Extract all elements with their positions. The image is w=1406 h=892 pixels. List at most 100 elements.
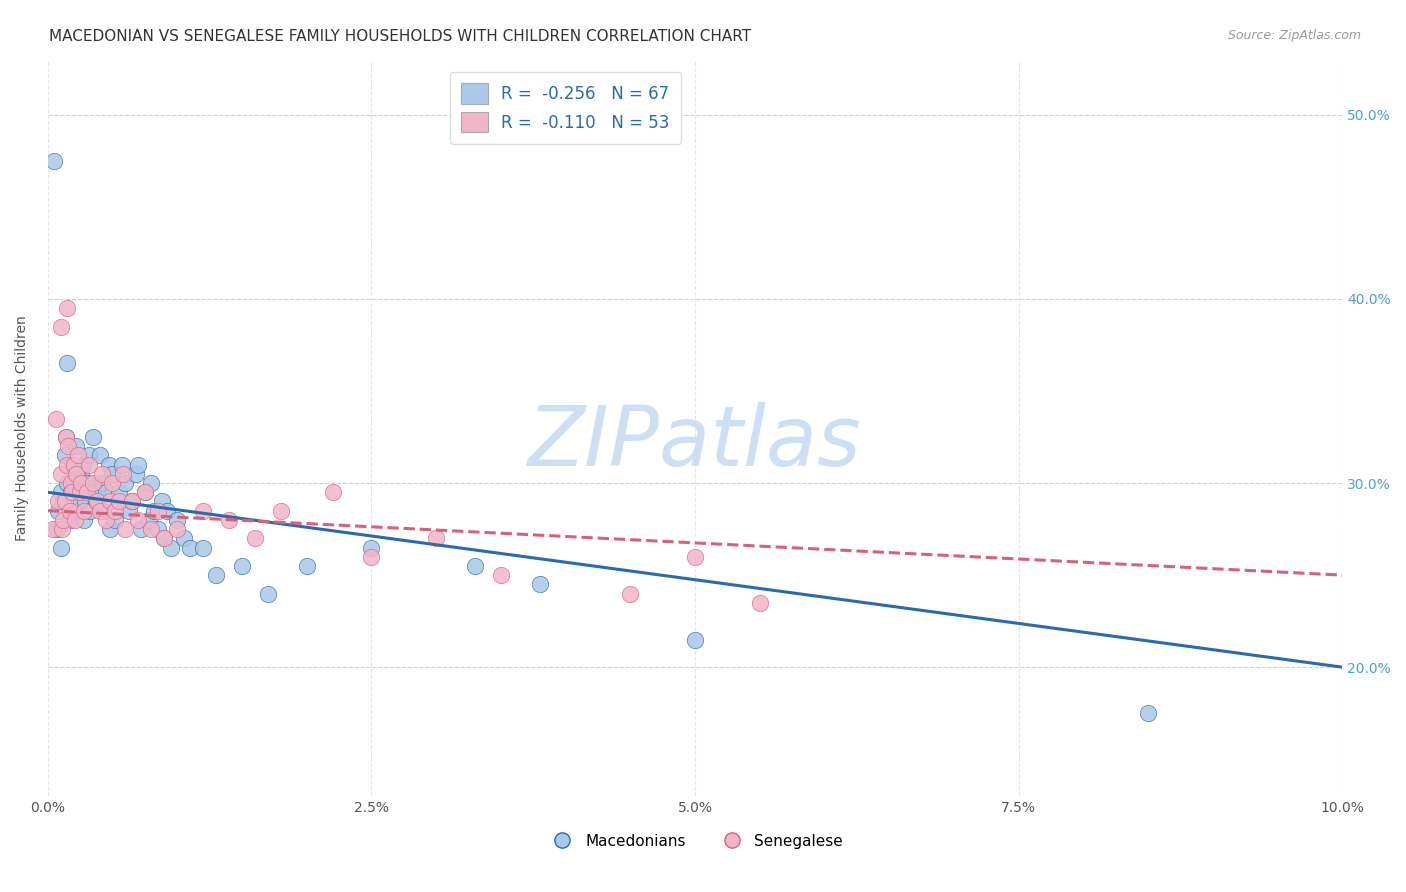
- Point: [121, 494, 143, 508]
- Point: [108, 494, 131, 508]
- Point: [56, 458, 79, 472]
- Point: [69, 485, 91, 500]
- Point: [179, 541, 201, 555]
- Point: [218, 513, 240, 527]
- Point: [77, 449, 100, 463]
- Point: [425, 531, 447, 545]
- Point: [489, 568, 512, 582]
- Point: [683, 549, 706, 564]
- Point: [52, 494, 75, 508]
- Point: [46, 494, 69, 508]
- Point: [66, 449, 89, 463]
- Point: [42, 522, 65, 536]
- Point: [104, 513, 127, 527]
- Point: [191, 541, 214, 555]
- Y-axis label: Family Households with Children: Family Households with Children: [15, 315, 30, 541]
- Point: [62, 476, 84, 491]
- Point: [360, 549, 382, 564]
- Point: [153, 531, 176, 545]
- Text: Source: ZipAtlas.com: Source: ZipAtlas.com: [1227, 29, 1361, 42]
- Point: [683, 632, 706, 647]
- Point: [76, 485, 98, 500]
- Point: [166, 522, 188, 536]
- Point: [84, 494, 107, 508]
- Point: [89, 504, 111, 518]
- Point: [166, 513, 188, 527]
- Point: [62, 458, 84, 472]
- Point: [56, 301, 79, 315]
- Point: [619, 586, 641, 600]
- Point: [51, 522, 73, 536]
- Point: [91, 476, 114, 491]
- Point: [138, 513, 160, 527]
- Point: [134, 485, 156, 500]
- Point: [56, 356, 79, 370]
- Point: [70, 476, 93, 491]
- Point: [141, 476, 163, 491]
- Point: [134, 485, 156, 500]
- Point: [45, 522, 67, 536]
- Point: [76, 476, 98, 491]
- Point: [156, 504, 179, 518]
- Point: [94, 513, 117, 527]
- Point: [93, 504, 115, 518]
- Point: [72, 458, 94, 472]
- Point: [153, 531, 176, 545]
- Point: [56, 476, 79, 491]
- Point: [121, 494, 143, 508]
- Point: [125, 467, 148, 481]
- Text: ZIPatlas: ZIPatlas: [529, 402, 862, 483]
- Point: [91, 467, 114, 481]
- Point: [60, 485, 83, 500]
- Point: [94, 485, 117, 500]
- Point: [98, 522, 121, 536]
- Point: [146, 504, 169, 518]
- Point: [529, 577, 551, 591]
- Point: [58, 439, 80, 453]
- Point: [141, 522, 163, 536]
- Point: [146, 522, 169, 536]
- Point: [322, 485, 344, 500]
- Point: [114, 476, 136, 491]
- Point: [86, 485, 108, 500]
- Point: [464, 558, 486, 573]
- Point: [150, 494, 173, 508]
- Point: [82, 430, 104, 444]
- Point: [75, 494, 97, 508]
- Point: [114, 522, 136, 536]
- Point: [142, 504, 165, 518]
- Point: [52, 513, 75, 527]
- Text: MACEDONIAN VS SENEGALESE FAMILY HOUSEHOLDS WITH CHILDREN CORRELATION CHART: MACEDONIAN VS SENEGALESE FAMILY HOUSEHOL…: [49, 29, 751, 44]
- Point: [256, 586, 278, 600]
- Point: [173, 531, 195, 545]
- Point: [44, 153, 66, 168]
- Legend: Macedonians, Senegalese: Macedonians, Senegalese: [541, 828, 849, 855]
- Point: [89, 449, 111, 463]
- Point: [66, 467, 89, 481]
- Point: [59, 513, 82, 527]
- Point: [270, 504, 292, 518]
- Point: [49, 485, 72, 500]
- Point: [243, 531, 266, 545]
- Point: [44, 411, 66, 425]
- Point: [108, 485, 131, 500]
- Point: [53, 494, 76, 508]
- Point: [205, 568, 228, 582]
- Point: [82, 476, 104, 491]
- Point: [104, 504, 127, 518]
- Point: [65, 467, 87, 481]
- Point: [60, 476, 83, 491]
- Point: [97, 458, 120, 472]
- Point: [231, 558, 253, 573]
- Point: [111, 467, 134, 481]
- Point: [127, 458, 149, 472]
- Point: [55, 430, 77, 444]
- Point: [65, 439, 87, 453]
- Point: [59, 504, 82, 518]
- Point: [67, 494, 90, 508]
- Point: [70, 467, 93, 481]
- Point: [60, 458, 83, 472]
- Point: [101, 476, 124, 491]
- Point: [49, 541, 72, 555]
- Point: [129, 522, 152, 536]
